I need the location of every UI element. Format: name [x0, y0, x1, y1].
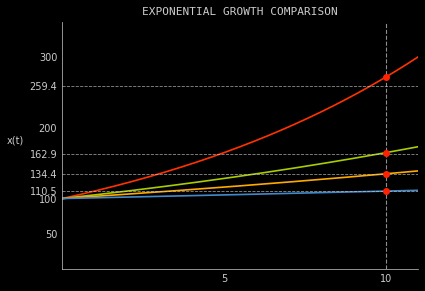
Title: EXPONENTIAL GROWTH COMPARISON: EXPONENTIAL GROWTH COMPARISON: [142, 7, 338, 17]
Y-axis label: x(t): x(t): [7, 136, 24, 146]
